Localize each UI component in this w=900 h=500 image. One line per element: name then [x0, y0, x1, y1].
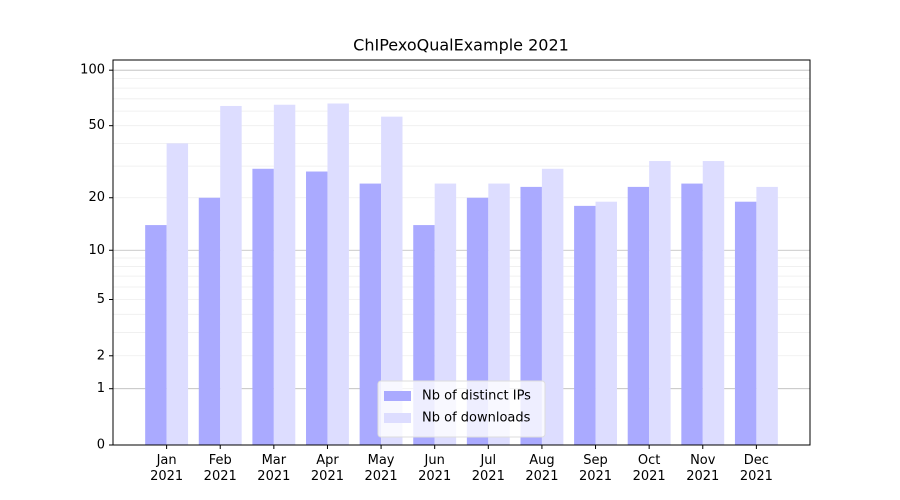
y-tick-label: 1 — [97, 381, 105, 396]
y-tick-label: 0 — [97, 438, 105, 453]
x-tick-label: Jan 2021 — [150, 453, 184, 484]
y-tick-label: 5 — [97, 292, 105, 307]
bar — [434, 183, 457, 445]
x-tick-label: Dec 2021 — [739, 453, 773, 484]
bar — [627, 186, 650, 445]
legend-label: Nb of downloads — [422, 411, 531, 426]
bar — [734, 201, 757, 445]
bar — [574, 205, 596, 445]
bar — [595, 201, 617, 445]
bar — [306, 171, 328, 445]
x-tick-label: Oct 2021 — [632, 453, 666, 484]
y-tick-label: 50 — [88, 118, 105, 133]
y-tick-label: 100 — [80, 63, 105, 78]
legend-label: Nb of distinct IPs — [422, 389, 531, 404]
x-tick-label: May 2021 — [364, 453, 398, 484]
x-tick-label: Apr 2021 — [310, 453, 344, 484]
bar — [359, 183, 382, 445]
legend-box — [377, 380, 546, 438]
bar — [488, 183, 510, 445]
bar — [273, 104, 296, 445]
x-tick-label: Sep 2021 — [578, 453, 613, 484]
bar — [520, 186, 542, 445]
bar — [681, 183, 703, 445]
bar — [702, 161, 725, 445]
legend-swatch — [384, 413, 411, 423]
x-tick-label: Mar 2021 — [257, 453, 291, 484]
bar — [166, 143, 189, 445]
bar — [198, 197, 221, 445]
y-tick-label: 10 — [88, 243, 105, 258]
bar — [756, 186, 778, 445]
plot-frame — [112, 59, 811, 446]
bar — [252, 168, 274, 445]
bar — [220, 105, 242, 445]
y-tick-label: 2 — [97, 348, 105, 363]
x-tick-label: Nov 2021 — [686, 453, 720, 484]
bar — [649, 161, 671, 445]
y-tick-label: 20 — [88, 190, 105, 205]
bar — [145, 225, 167, 445]
x-tick-label: Jun 2021 — [418, 453, 452, 484]
bar — [327, 103, 349, 445]
bar — [541, 168, 564, 445]
x-tick-label: Jul 2021 — [471, 453, 505, 484]
x-tick-label: Aug 2021 — [525, 453, 559, 484]
x-tick-label: Feb 2021 — [203, 453, 237, 484]
bar — [381, 116, 403, 445]
chart-title: ChIPexoQualExample 2021 — [353, 36, 569, 55]
legend-swatch — [384, 391, 411, 401]
